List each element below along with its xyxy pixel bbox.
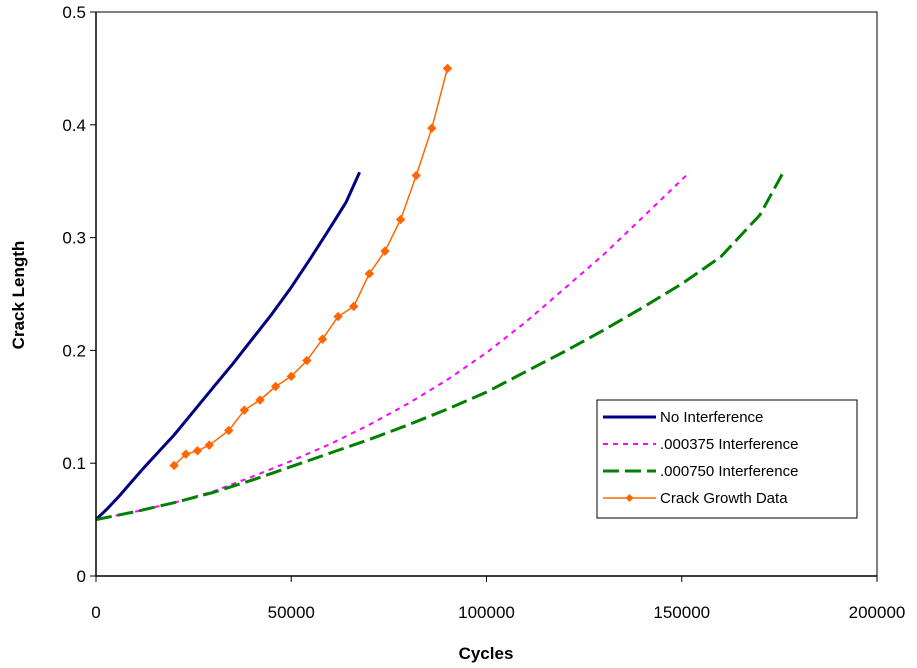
data-point-marker	[255, 395, 265, 405]
x-tick-label: 150000	[653, 603, 710, 622]
data-point-marker	[380, 246, 390, 256]
data-point-marker	[364, 268, 375, 279]
legend-marker-4	[625, 494, 634, 502]
data-point-marker	[169, 460, 179, 471]
data-point-marker	[442, 63, 453, 74]
x-tick-label: 100000	[458, 603, 515, 622]
data-point-marker	[181, 449, 191, 459]
data-point-marker	[349, 301, 359, 312]
x-tick-label: 50000	[268, 603, 315, 622]
y-tick-label: 0	[77, 567, 86, 586]
legend-label-3: .000750 Interference	[660, 463, 798, 480]
axes-layer: 0 0.1 0.2 0.3 0.4 0.5 0 50000 100000 150000 200000	[62, 3, 905, 622]
y-axis-title: Crack Length	[9, 241, 28, 350]
data-point-marker	[239, 405, 250, 415]
y-tick-label: 0.5	[62, 3, 86, 22]
data-point-marker	[270, 381, 281, 392]
data-point-marker	[395, 214, 406, 225]
data-point-marker	[317, 334, 328, 344]
series-line-1	[94, 171, 361, 521]
series-layer	[94, 63, 785, 522]
data-point-marker	[427, 123, 437, 133]
data-point-marker	[333, 311, 343, 322]
data-point-marker	[192, 446, 203, 456]
x-tick-label: 0	[91, 603, 100, 622]
data-point-marker	[411, 170, 421, 181]
legend-label-1: No Interference	[660, 409, 763, 426]
data-point-marker	[286, 371, 296, 382]
y-tick-label: 0.1	[62, 454, 86, 473]
legend-label-4: Crack Growth Data	[660, 490, 788, 507]
legend: No Interference .000375 Interference .0007…	[596, 399, 858, 519]
y-tick-label: 0.4	[62, 116, 86, 135]
x-tick-label: 200000	[849, 603, 906, 622]
legend-label-2: .000375 Interference	[660, 436, 798, 453]
series-line-3	[95, 171, 785, 522]
data-point-marker	[302, 355, 312, 366]
y-tick-label: 0.2	[62, 341, 86, 360]
data-point-marker	[204, 440, 214, 450]
x-axis-title: Cycles	[459, 644, 514, 663]
data-point-marker	[224, 425, 234, 436]
y-tick-label: 0.3	[62, 229, 86, 248]
